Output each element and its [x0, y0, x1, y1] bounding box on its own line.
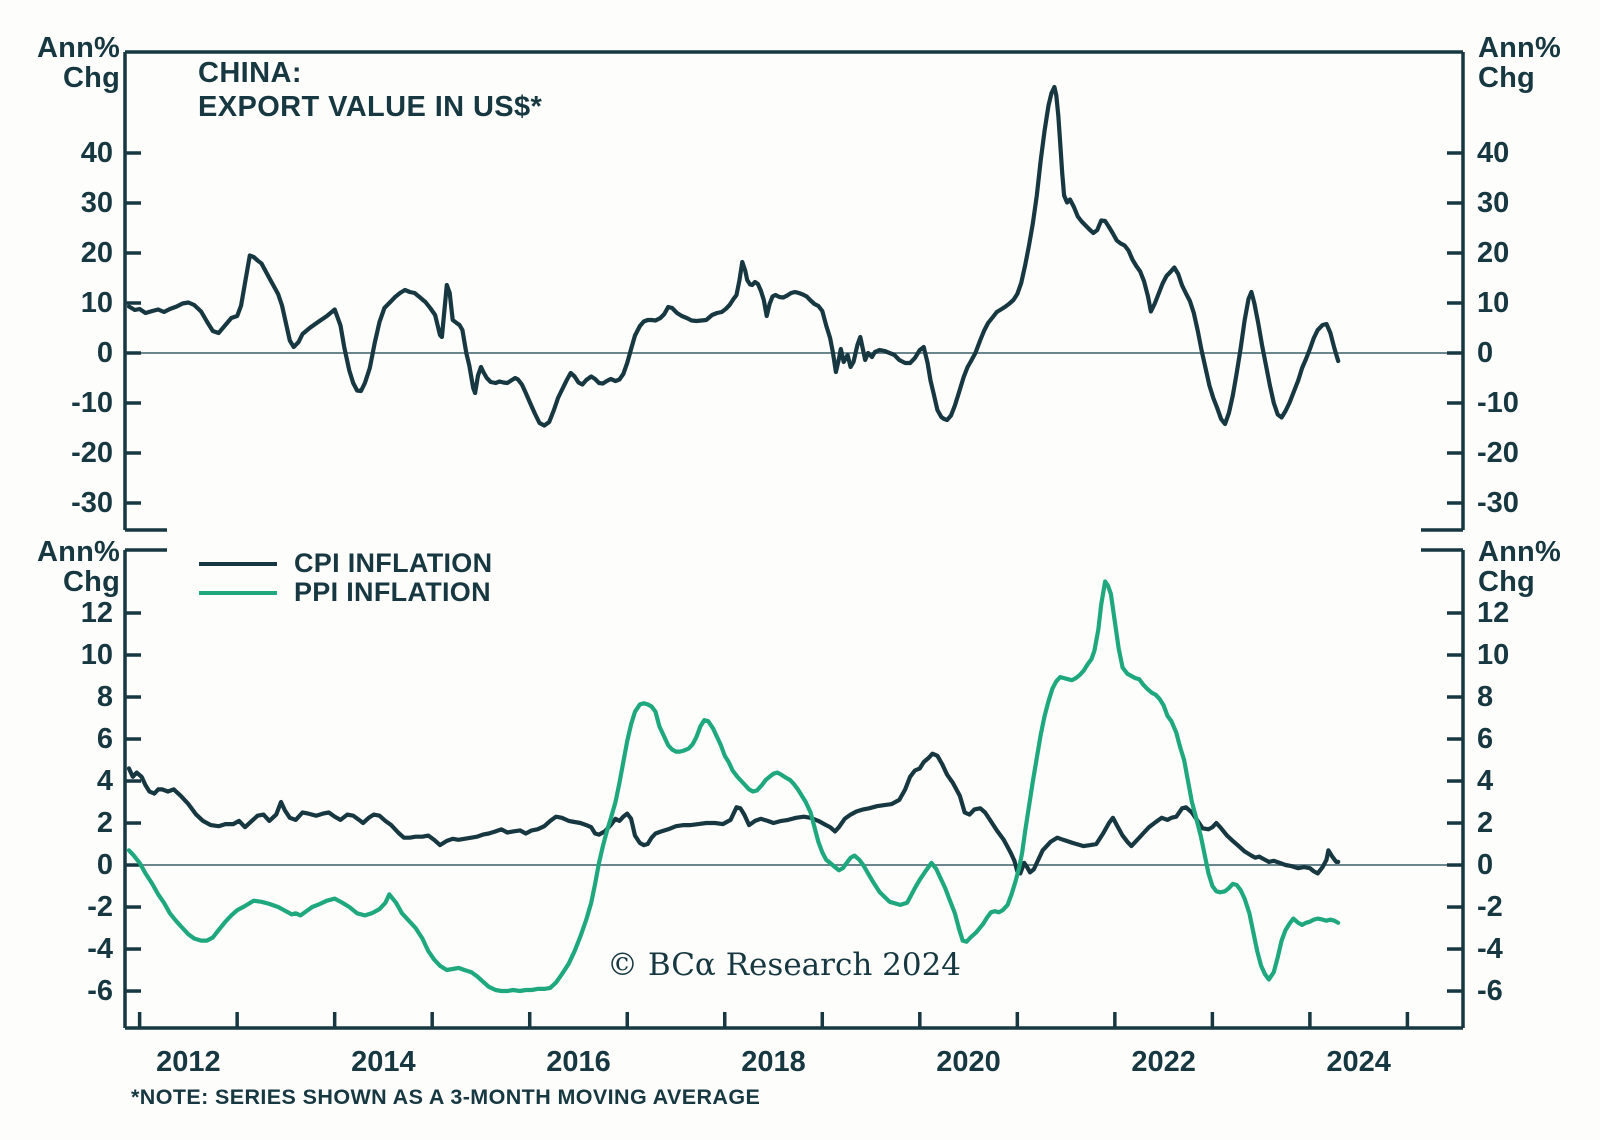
y-tick-label-left: 2 [97, 807, 113, 839]
y-tick-label-right: -20 [1477, 437, 1519, 469]
y-tick-label-left: 30 [81, 187, 113, 219]
y-axis-unit-top-right: Ann% Chg [1478, 33, 1561, 93]
y-tick-label-right: 0 [1477, 849, 1493, 881]
y-tick-label-right: -4 [1477, 933, 1503, 965]
y-tick-label-right: 20 [1477, 237, 1509, 269]
y-tick-label-right: 0 [1477, 337, 1493, 369]
y-tick-label-left: 0 [97, 849, 113, 881]
cpi-line-swatch [199, 561, 277, 566]
y-tick-label-right: -6 [1477, 975, 1503, 1007]
y-axis-unit-line1: Ann% [1478, 536, 1561, 568]
copyright-text: © BCα Research 2024 [607, 947, 962, 983]
y-tick-label-left: 4 [97, 765, 113, 797]
legend: CPI INFLATION PPI INFLATION [199, 548, 493, 607]
legend-item-ppi: PPI INFLATION [199, 577, 492, 607]
legend-label-ppi: PPI INFLATION [294, 577, 491, 607]
y-axis-unit-line1: Ann% [1478, 32, 1561, 64]
y-tick-label-left: 12 [81, 597, 113, 629]
y-axis-unit-bottom-right: Ann% Chg [1478, 537, 1561, 597]
y-tick-label-left: 8 [97, 681, 113, 713]
y-tick-label-right: -10 [1477, 387, 1519, 419]
y-tick-label-right: -2 [1477, 891, 1503, 923]
chart-title-line1: CHINA: [198, 57, 302, 89]
y-tick-label-left: 0 [97, 337, 113, 369]
y-tick-label-left: 10 [81, 287, 113, 319]
y-axis-unit-line1: Ann% [37, 536, 120, 568]
y-tick-label-right: 10 [1477, 287, 1509, 319]
y-tick-label-right: -30 [1477, 487, 1519, 519]
y-tick-label-left: -30 [71, 487, 113, 519]
y-tick-label-left: -6 [87, 975, 113, 1007]
chart-title: CHINA: EXPORT VALUE IN US$* [198, 56, 542, 124]
series-line-cpi-inflation [126, 751, 1341, 876]
y-tick-label-left: 40 [81, 137, 113, 169]
y-tick-label-left: -2 [87, 891, 113, 923]
y-tick-label-right: 8 [1477, 681, 1493, 713]
y-tick-label-right: 2 [1477, 807, 1493, 839]
y-tick-label-right: 30 [1477, 187, 1509, 219]
y-tick-label-left: -20 [71, 437, 113, 469]
y-tick-label-right: 4 [1477, 765, 1493, 797]
x-tick-label: 2020 [936, 1046, 1001, 1078]
x-tick-label: 2022 [1131, 1046, 1196, 1078]
y-tick-label-left: 20 [81, 237, 113, 269]
x-tick-label: 2016 [546, 1046, 611, 1078]
series-line-export-value-in-us- [126, 84, 1341, 428]
y-tick-label-right: 12 [1477, 597, 1509, 629]
footnote-text: *NOTE: SERIES SHOWN AS A 3-MONTH MOVING … [131, 1085, 761, 1109]
y-tick-label-right: 10 [1477, 639, 1509, 671]
y-tick-label-right: 6 [1477, 723, 1493, 755]
y-tick-label-left: -10 [71, 387, 113, 419]
y-axis-unit-top-left: Ann% Chg [28, 33, 120, 93]
x-tick-label: 2024 [1326, 1046, 1391, 1078]
y-axis-unit-line2: Chg [1478, 566, 1535, 598]
y-axis-unit-bottom-left: Ann% Chg [28, 537, 120, 597]
y-axis-unit-line1: Ann% [37, 32, 120, 64]
y-tick-label-left: 10 [81, 639, 113, 671]
y-axis-unit-line2: Chg [1478, 62, 1535, 94]
y-tick-label-left: 6 [97, 723, 113, 755]
chart-title-line2: EXPORT VALUE IN US$* [198, 91, 543, 123]
y-tick-label-left: -4 [87, 933, 113, 965]
x-tick-label: 2018 [741, 1046, 806, 1078]
x-tick-label: 2012 [156, 1046, 221, 1078]
legend-item-cpi: CPI INFLATION [199, 548, 493, 578]
y-tick-label-right: 40 [1477, 137, 1509, 169]
x-tick-label: 2014 [351, 1046, 416, 1078]
legend-label-cpi: CPI INFLATION [294, 548, 493, 578]
ppi-line-swatch [199, 590, 277, 595]
series-line-ppi-inflation [126, 579, 1341, 994]
y-axis-unit-line2: Chg [63, 62, 120, 94]
y-axis-unit-line2: Chg [63, 566, 120, 598]
